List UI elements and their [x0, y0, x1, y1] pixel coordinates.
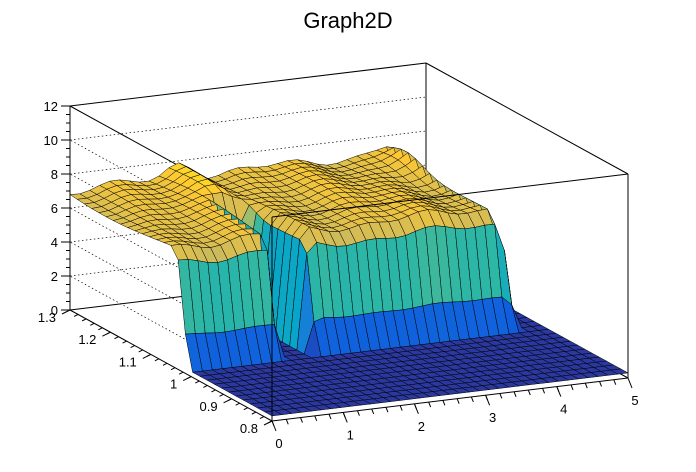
y-tick-label: 1.1 [119, 354, 137, 369]
y-tick-label: 1.3 [38, 310, 56, 325]
y-minor-tick [178, 371, 184, 375]
x-minor-tick [556, 386, 560, 392]
y-tick-label: 0.8 [240, 421, 258, 436]
x-minor-tick [584, 382, 588, 389]
x-tick-label: 0 [275, 436, 282, 451]
z-tick-label: 2 [51, 269, 58, 284]
box-edge [271, 173, 629, 218]
x-minor-tick [456, 398, 460, 404]
y-minor-tick [122, 340, 127, 344]
x-minor-tick [428, 401, 432, 408]
y-minor-tick [203, 385, 208, 388]
z-gridline [69, 275, 273, 388]
y-minor-tick [195, 380, 200, 384]
z-axis: 0 2 4 6 8 10 12 [44, 99, 71, 318]
z-gridline [69, 96, 427, 141]
z-tick-label: 4 [51, 235, 58, 250]
box-edge [271, 377, 629, 422]
z-tick-label: 6 [51, 201, 58, 216]
box-edge [69, 62, 427, 107]
y-minor-tick [81, 318, 87, 322]
x-minor-tick [314, 415, 318, 422]
box-edge [69, 309, 273, 422]
y-minor-tick [170, 367, 176, 371]
x-tick-label: 4 [560, 402, 567, 417]
y-minor-tick [130, 345, 135, 348]
y-minor-tick [211, 389, 216, 393]
x-tick-label: 5 [631, 393, 638, 408]
y-minor-tick [90, 322, 95, 326]
y-tick-label: 1 [170, 377, 177, 392]
x-axis: 0 1 2 3 4 5 [271, 377, 639, 451]
z-gridline [69, 139, 273, 252]
box-edge [425, 62, 629, 175]
chart-title: Graph2D [303, 8, 392, 33]
x-tick-label: 3 [489, 410, 496, 425]
x-minor-tick [613, 379, 617, 385]
z-tick-label: 12 [44, 99, 58, 114]
y-minor-tick [259, 416, 265, 420]
x-minor-tick [342, 412, 346, 418]
y-minor-tick [251, 411, 257, 415]
y-minor-tick [146, 353, 152, 357]
z-tick-label: 0 [51, 303, 58, 318]
z-gridline [69, 241, 273, 354]
x-minor-tick [485, 395, 489, 401]
y-minor-tick [138, 349, 143, 353]
x-minor-tick [356, 410, 360, 416]
y-tick [61, 309, 71, 315]
x-minor-tick [570, 384, 574, 391]
x-minor-tick [413, 403, 417, 409]
y-axis: 0.8 0.9 1 1.1 1.2 1.3 [38, 309, 273, 436]
x-minor-tick [542, 388, 546, 394]
y-minor-tick [73, 313, 79, 317]
x-minor-tick [513, 391, 517, 397]
y-minor-tick [98, 327, 103, 331]
y-minor-tick [162, 362, 168, 366]
x-tick-label: 1 [347, 427, 354, 442]
y-minor-tick [219, 393, 224, 397]
y-minor-tick [243, 407, 248, 411]
y-tick-label: 1.2 [78, 332, 96, 347]
x-minor-tick [442, 400, 446, 406]
axes-box-front [69, 173, 629, 422]
z-gridline [69, 207, 273, 320]
x-minor-tick [285, 419, 289, 425]
x-minor-tick [371, 408, 375, 415]
y-minor-tick [235, 402, 240, 406]
y-minor-tick [227, 398, 232, 402]
y-minor-tick [114, 336, 119, 340]
y-minor-tick [186, 376, 192, 380]
x-minor-tick [385, 407, 389, 413]
y-tick-label: 0.9 [200, 399, 218, 414]
x-tick [627, 377, 633, 389]
x-minor-tick [527, 389, 531, 396]
x-tick-label: 2 [418, 419, 425, 434]
x-minor-tick [271, 420, 275, 427]
y-minor-tick [154, 358, 160, 362]
x-minor-tick [470, 396, 474, 403]
y-minor-tick [106, 331, 111, 335]
x-minor-tick [499, 393, 503, 399]
surface-facet [610, 368, 629, 375]
x-minor-tick [328, 413, 332, 420]
x-minor-tick [300, 417, 303, 423]
z-tick-label: 8 [51, 167, 58, 182]
y-minor-tick [267, 420, 273, 424]
x-minor-tick [399, 405, 403, 411]
surface-mesh [69, 146, 629, 417]
x-minor-tick [599, 381, 602, 387]
z-tick-label: 10 [44, 133, 58, 148]
